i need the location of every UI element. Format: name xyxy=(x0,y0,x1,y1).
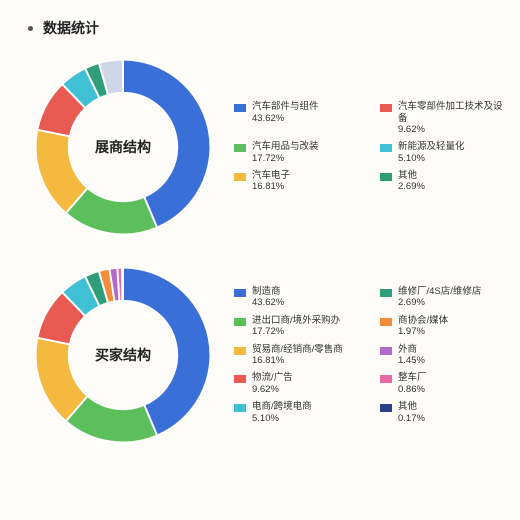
legend-value: 1.45% xyxy=(398,355,425,366)
bullet-icon xyxy=(28,26,33,31)
legend-swatch xyxy=(380,347,392,355)
legend-label: 其他 xyxy=(398,170,425,181)
legend-label: 电商/跨境电商 xyxy=(252,401,312,412)
legend-item: 汽车用品与改装17.72% xyxy=(234,141,362,164)
legend-value: 5.10% xyxy=(252,413,312,424)
legend-swatch xyxy=(380,318,392,326)
legend-swatch xyxy=(234,318,246,326)
legend-value: 17.72% xyxy=(252,153,319,164)
legend-text: 汽车部件与组件43.62% xyxy=(252,101,319,124)
legend-label: 外商 xyxy=(398,344,425,355)
legend-label: 贸易商/经销商/零售商 xyxy=(252,344,343,355)
section-header: 数据统计 xyxy=(28,18,508,38)
legend-label: 汽车用品与改装 xyxy=(252,141,319,152)
legend-item: 进出口商/境外采购办17.72% xyxy=(234,315,362,338)
legend-text: 汽车电子16.81% xyxy=(252,170,290,193)
page-title: 数据统计 xyxy=(43,18,99,38)
donut-center-label: 展商结构 xyxy=(95,137,151,157)
legend-value: 43.62% xyxy=(252,113,319,124)
legend-text: 物流/广告9.62% xyxy=(252,372,293,395)
legend-label: 汽车零部件加工技术及设备 xyxy=(398,101,508,124)
legend-item: 汽车零部件加工技术及设备9.62% xyxy=(380,101,508,135)
legend-swatch xyxy=(234,375,246,383)
legend-label: 制造商 xyxy=(252,286,284,297)
legend-swatch xyxy=(234,289,246,297)
legend-value: 9.62% xyxy=(252,384,293,395)
legend-value: 43.62% xyxy=(252,297,284,308)
legend-text: 维修厂/4S店/维修店2.69% xyxy=(398,286,481,309)
legend-label: 进出口商/境外采购办 xyxy=(252,315,340,326)
legend-value: 16.81% xyxy=(252,181,290,192)
chart-block: 买家结构 制造商43.62% 进出口商/境外采购办17.72% 贸易商/经销商/零售商… xyxy=(28,260,508,450)
legend-label: 汽车电子 xyxy=(252,170,290,181)
legend-swatch xyxy=(380,404,392,412)
legend-value: 17.72% xyxy=(252,326,340,337)
legend-value: 9.62% xyxy=(398,124,508,135)
legend-swatch xyxy=(234,404,246,412)
legend-label: 维修厂/4S店/维修店 xyxy=(398,286,481,297)
legend-swatch xyxy=(380,144,392,152)
legend-item: 外商1.45% xyxy=(380,344,508,367)
legend-swatch xyxy=(380,289,392,297)
legend-swatch xyxy=(380,104,392,112)
donut-center-label: 买家结构 xyxy=(95,345,151,365)
legend-value: 2.69% xyxy=(398,181,425,192)
legend-item: 贸易商/经销商/零售商16.81% xyxy=(234,344,362,367)
legend-item: 物流/广告9.62% xyxy=(234,372,362,395)
donut-chart: 买家结构 xyxy=(28,260,218,450)
legend-text: 电商/跨境电商5.10% xyxy=(252,401,312,424)
legend-value: 0.86% xyxy=(398,384,427,395)
legend-swatch xyxy=(380,173,392,181)
donut-chart: 展商结构 xyxy=(28,52,218,242)
legend-swatch xyxy=(234,104,246,112)
legend-value: 1.97% xyxy=(398,326,448,337)
legend-label: 其他 xyxy=(398,401,425,412)
donut-slice xyxy=(122,268,123,301)
legend-item: 汽车电子16.81% xyxy=(234,170,362,193)
legend-item: 商协会/媒体1.97% xyxy=(380,315,508,338)
chart-legend: 汽车部件与组件43.62% 汽车用品与改装17.72% 汽车电子16.81% 汽车零部… xyxy=(234,101,508,193)
legend-value: 16.81% xyxy=(252,355,343,366)
legend-text: 外商1.45% xyxy=(398,344,425,367)
legend-item: 其他0.17% xyxy=(380,401,508,424)
legend-label: 商协会/媒体 xyxy=(398,315,448,326)
legend-value: 0.17% xyxy=(398,413,425,424)
legend-swatch xyxy=(234,347,246,355)
legend-item: 电商/跨境电商5.10% xyxy=(234,401,362,424)
legend-text: 其他0.17% xyxy=(398,401,425,424)
legend-item: 制造商43.62% xyxy=(234,286,362,309)
legend-text: 汽车用品与改装17.72% xyxy=(252,141,319,164)
legend-swatch xyxy=(234,173,246,181)
legend-item: 整车厂0.86% xyxy=(380,372,508,395)
legend-item: 维修厂/4S店/维修店2.69% xyxy=(380,286,508,309)
legend-value: 2.69% xyxy=(398,297,481,308)
legend-swatch xyxy=(234,144,246,152)
legend-text: 进出口商/境外采购办17.72% xyxy=(252,315,340,338)
legend-item: 新能源及轻量化5.10% xyxy=(380,141,508,164)
legend-text: 贸易商/经销商/零售商16.81% xyxy=(252,344,343,367)
legend-swatch xyxy=(380,375,392,383)
legend-label: 整车厂 xyxy=(398,372,427,383)
legend-value: 5.10% xyxy=(398,153,465,164)
chart-legend: 制造商43.62% 进出口商/境外采购办17.72% 贸易商/经销商/零售商16.8… xyxy=(234,286,508,424)
legend-item: 其他2.69% xyxy=(380,170,508,193)
legend-text: 汽车零部件加工技术及设备9.62% xyxy=(398,101,508,135)
legend-text: 新能源及轻量化5.10% xyxy=(398,141,465,164)
legend-item: 汽车部件与组件43.62% xyxy=(234,101,362,135)
legend-label: 汽车部件与组件 xyxy=(252,101,319,112)
legend-text: 其他2.69% xyxy=(398,170,425,193)
charts-container: 展商结构汽车部件与组件43.62%汽车用品与改装17.72%汽车电子16.81%… xyxy=(28,52,508,450)
legend-text: 商协会/媒体1.97% xyxy=(398,315,448,338)
chart-block: 展商结构 汽车部件与组件43.62% 汽车用品与改装17.72% 汽车电子16.81%… xyxy=(28,52,508,242)
legend-label: 新能源及轻量化 xyxy=(398,141,465,152)
legend-label: 物流/广告 xyxy=(252,372,293,383)
legend-text: 整车厂0.86% xyxy=(398,372,427,395)
legend-text: 制造商43.62% xyxy=(252,286,284,309)
